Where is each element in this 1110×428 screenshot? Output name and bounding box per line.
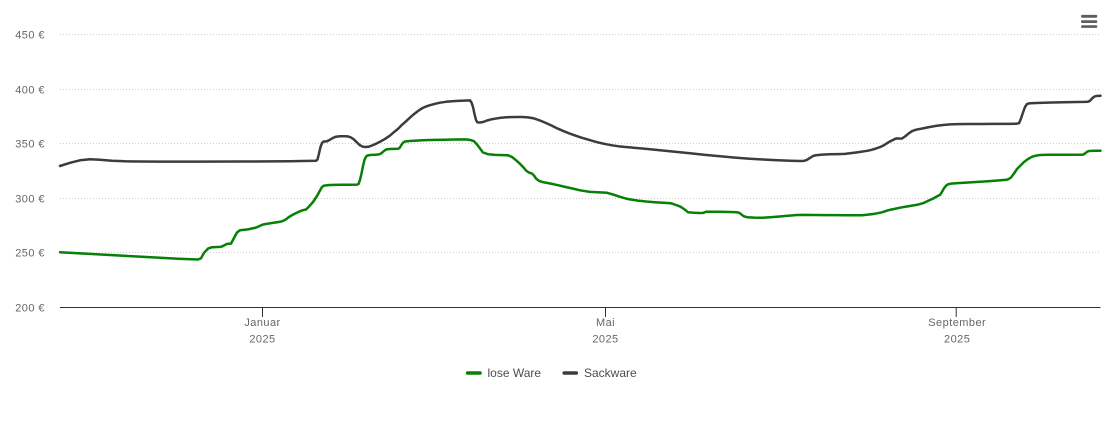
svg-text:lose Ware: lose Ware xyxy=(488,366,542,380)
svg-text:2025: 2025 xyxy=(592,334,618,346)
svg-text:200 €: 200 € xyxy=(15,303,45,315)
svg-text:September: September xyxy=(928,317,986,329)
svg-text:Mai: Mai xyxy=(596,317,615,329)
svg-text:450 €: 450 € xyxy=(15,30,45,42)
svg-text:2025: 2025 xyxy=(249,334,275,346)
svg-text:300 €: 300 € xyxy=(15,194,45,206)
svg-text:2025: 2025 xyxy=(944,334,970,346)
svg-text:400 €: 400 € xyxy=(15,85,45,97)
svg-text:Januar: Januar xyxy=(244,317,280,329)
svg-text:350 €: 350 € xyxy=(15,139,45,151)
svg-text:250 €: 250 € xyxy=(15,248,45,260)
svg-text:Sackware: Sackware xyxy=(584,366,637,380)
